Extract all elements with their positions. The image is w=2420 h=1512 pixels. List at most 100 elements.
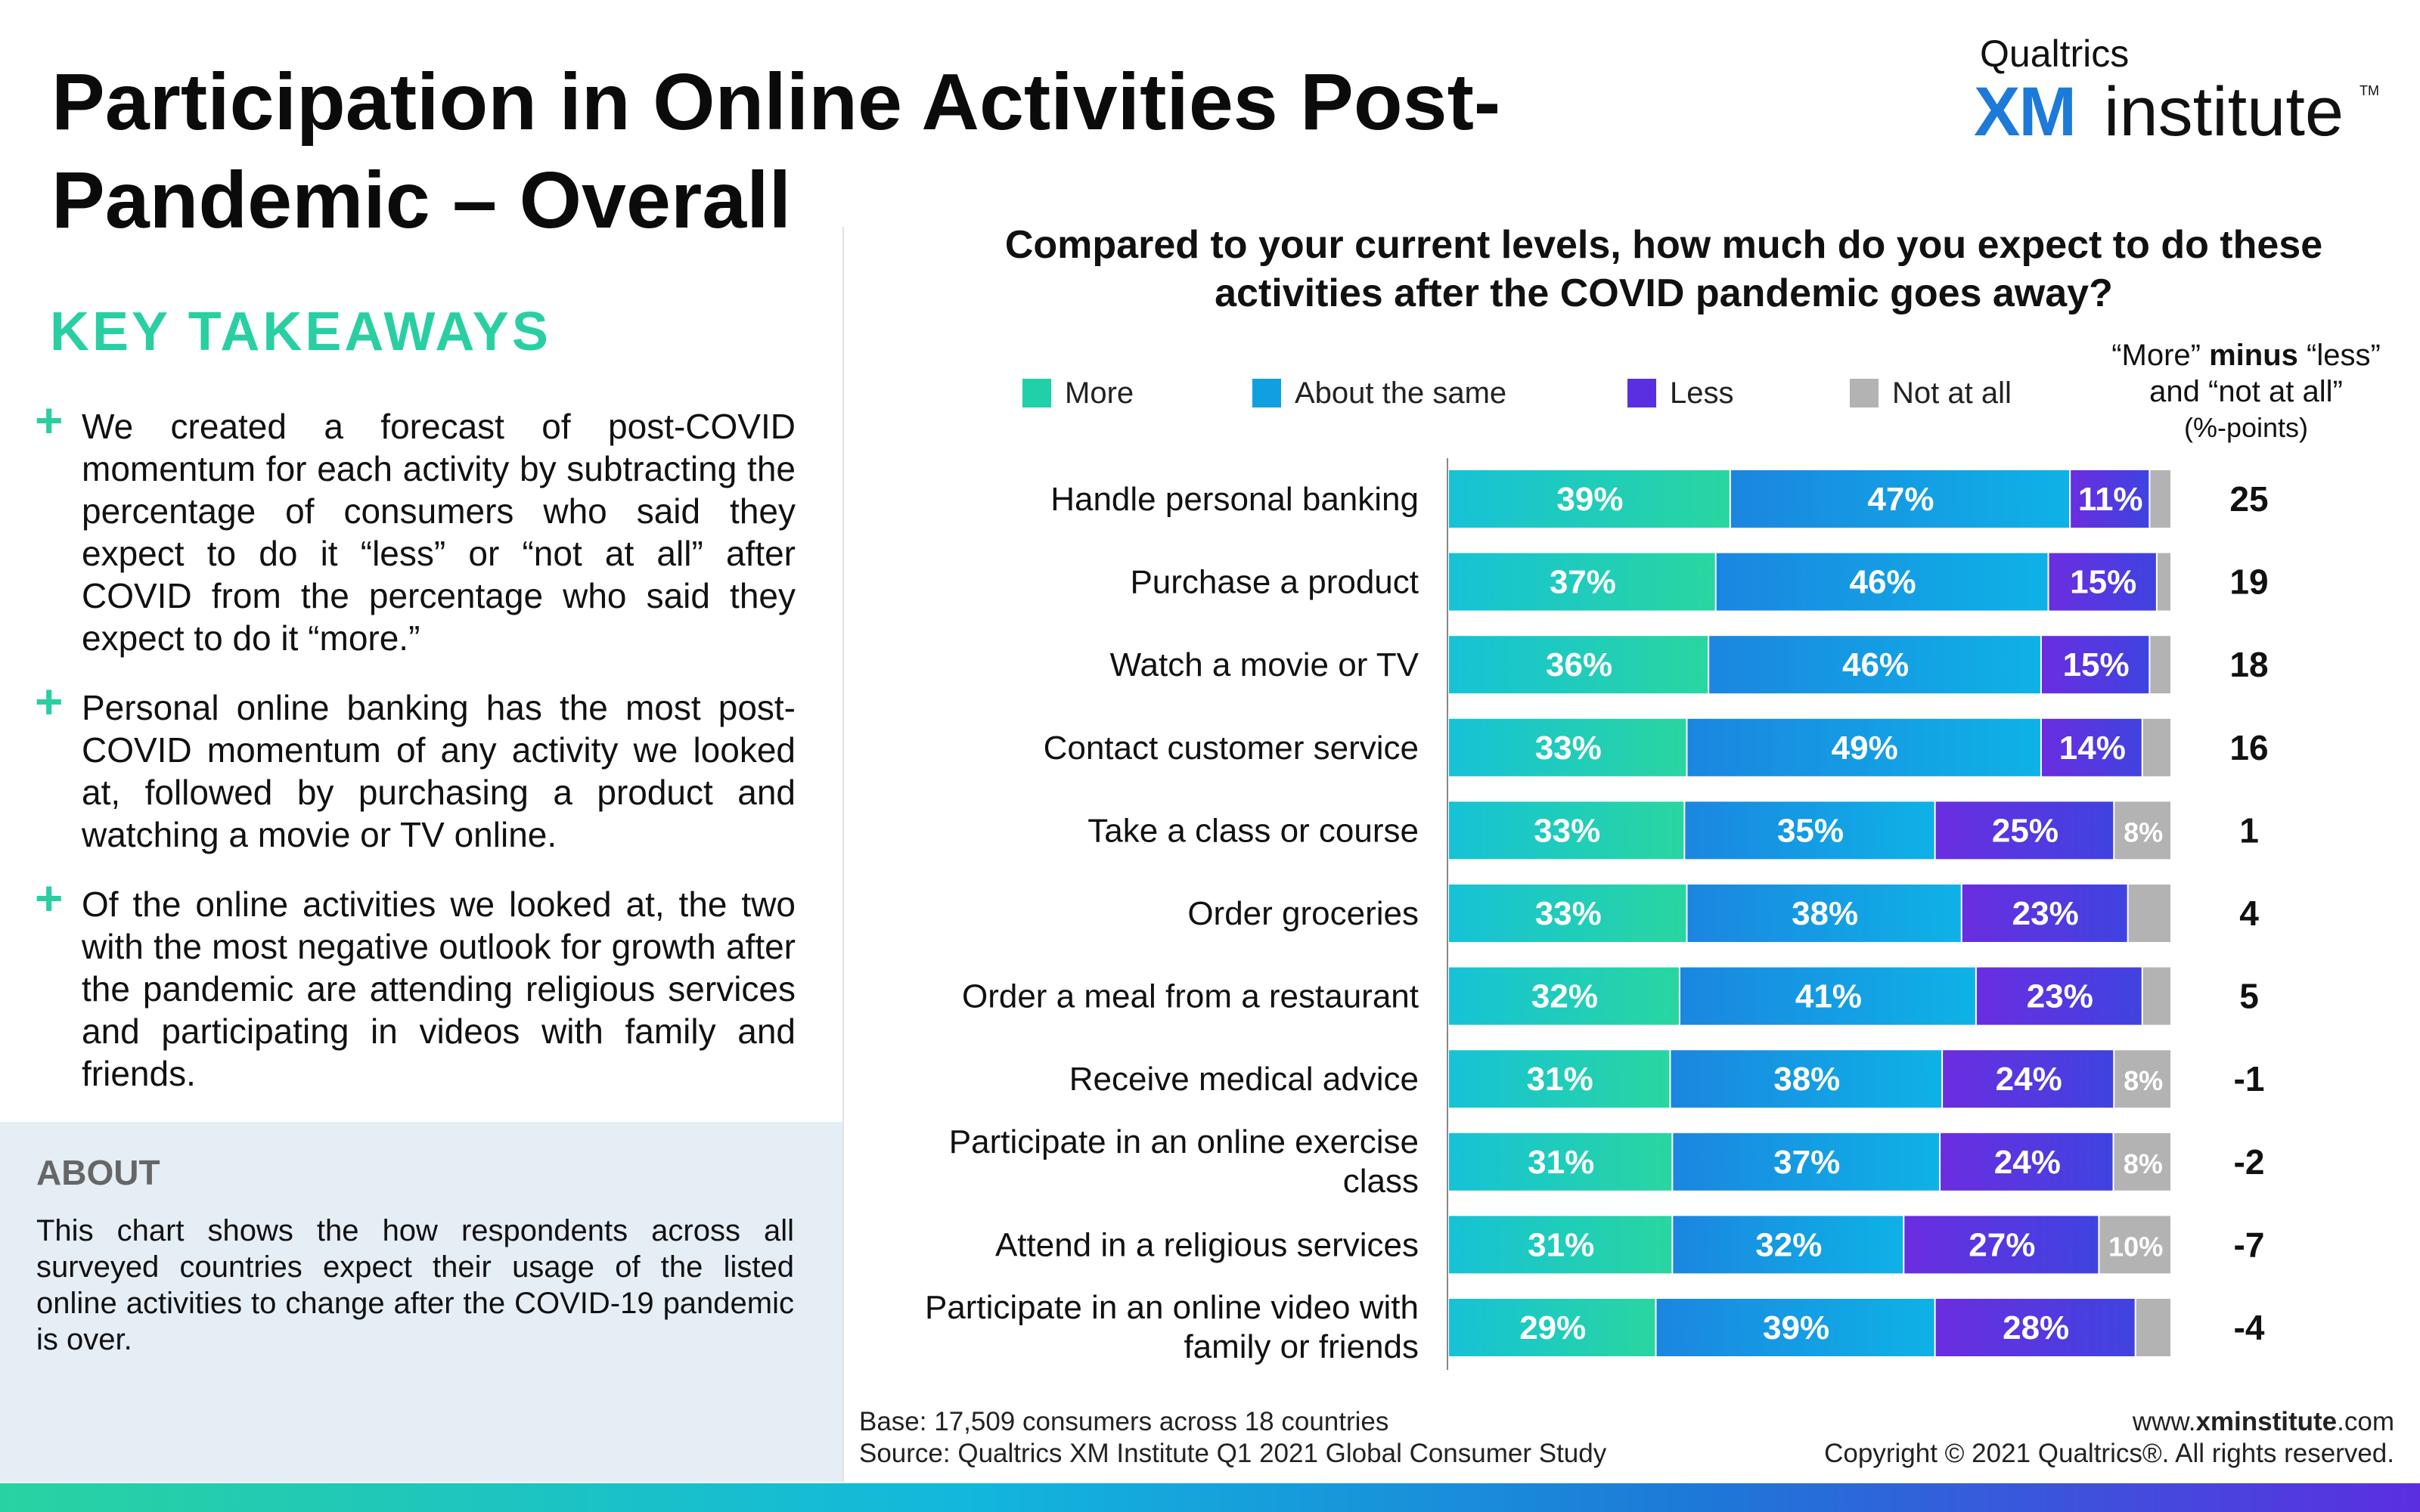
bar-segment	[1449, 967, 1679, 1025]
logo-xm-text: XM	[1974, 73, 2077, 150]
bar-segment	[2099, 1216, 2170, 1274]
data-label: 15%	[2063, 646, 2130, 683]
bar-segment	[1449, 801, 1684, 860]
data-label: 23%	[2012, 895, 2079, 932]
data-label: 31%	[1528, 1144, 1594, 1181]
legend-label-more: More	[1065, 376, 1134, 410]
legend-swatch-more	[1022, 379, 1051, 407]
legend-item-not-at-all: Not at all	[1850, 376, 2012, 410]
key-takeaways-heading: KEY TAKEAWAYS	[50, 302, 551, 362]
site-post: .com	[2337, 1407, 2394, 1436]
data-label: 35%	[1777, 812, 1844, 849]
data-label: 8%	[2124, 1065, 2163, 1096]
website-link[interactable]: www.xminstitute.com	[1824, 1406, 2394, 1438]
data-label: 15%	[2070, 564, 2136, 601]
difference-value: -4	[2234, 1308, 2265, 1347]
bar-segment	[2071, 470, 2149, 528]
bar-segment	[2142, 967, 2170, 1025]
bar-segment	[1673, 1132, 1940, 1191]
data-label: 8%	[2124, 1148, 2163, 1179]
data-label: 14%	[2059, 730, 2126, 767]
data-label: 39%	[1763, 1309, 1829, 1346]
bar-segment	[1449, 470, 1730, 528]
plus-icon: +	[35, 393, 64, 448]
difference-value: 18	[2229, 645, 2268, 684]
source-note: Source: Qualtrics XM Institute Q1 2021 G…	[859, 1439, 1607, 1468]
difference-value: 4	[2239, 894, 2259, 933]
bar-segment	[1687, 885, 1961, 942]
bar-segment	[2150, 470, 2170, 528]
logo-institute-text: institute	[2104, 73, 2344, 150]
data-label: 25%	[1992, 812, 2059, 849]
data-label: 23%	[2027, 978, 2093, 1015]
bar-segment	[1449, 636, 1708, 694]
data-label: 31%	[1527, 1061, 1593, 1098]
base-note: Base: 17,509 consumers across 18 countri…	[859, 1407, 1389, 1436]
bar-segment	[1449, 1216, 1672, 1274]
bottom-gradient-bar	[0, 1483, 2420, 1512]
logo-tm-text: TM	[2360, 83, 2379, 98]
takeaway-1: We created a forecast of post-COVID mome…	[82, 407, 796, 658]
data-label: 27%	[1969, 1226, 2035, 1263]
diff-header-bold: minus	[2209, 339, 2298, 372]
copyright-text: Copyright © 2021 Qualtrics®. All rights …	[1824, 1439, 2394, 1468]
legend-label-about-the-same: About the same	[1295, 376, 1507, 410]
about-heading: ABOUT	[36, 1153, 160, 1192]
category-label: Order groceries	[1187, 895, 1419, 932]
bar-segment	[1656, 1299, 1934, 1356]
diff-header-line2: and “not at all”	[2149, 375, 2343, 408]
data-label: 33%	[1535, 730, 1602, 767]
diff-header-line3: (%-points)	[2183, 412, 2309, 443]
bar-segment	[1935, 801, 2114, 860]
legend-item-more: More	[1022, 376, 1134, 410]
data-label: 38%	[1792, 895, 1858, 932]
data-label: 8%	[2124, 816, 2163, 847]
category-label: Participate in an online video with famil…	[925, 1289, 1419, 1365]
legend-label-not-at-all: Not at all	[1892, 376, 2012, 410]
bar-segment	[2114, 801, 2170, 860]
data-label: 24%	[1994, 1144, 2061, 1181]
data-label: 33%	[1534, 812, 1600, 849]
difference-value: 1	[2239, 810, 2259, 850]
legend-item-less: Less	[1627, 376, 1734, 410]
bar-segment	[1680, 967, 1975, 1025]
category-label: Participate in an online exercise class	[949, 1123, 1419, 1200]
bar-segment	[1709, 636, 2040, 694]
category-label: Contact customer service	[1044, 730, 1419, 767]
category-label: Attend in a religious services	[995, 1226, 1419, 1263]
data-label: 31%	[1528, 1226, 1594, 1263]
data-label: 41%	[1795, 978, 1862, 1015]
data-label: 39%	[1556, 481, 1623, 518]
data-label: 24%	[1996, 1061, 2062, 1098]
bar-segment	[1449, 1132, 1672, 1191]
legend-swatch-less	[1627, 379, 1656, 407]
data-label: 38%	[1773, 1061, 1840, 1098]
bar-segment	[1716, 553, 2048, 611]
data-label: 29%	[1519, 1309, 1586, 1346]
legend-swatch-not-at-all	[1850, 379, 1879, 407]
about-panel	[0, 1122, 842, 1482]
bar-segment	[1687, 718, 2040, 776]
data-label: 28%	[2003, 1309, 2069, 1346]
category-label: Order a meal from a restaurant	[962, 978, 1419, 1015]
legend-swatch-about-the-same	[1252, 379, 1281, 407]
difference-value: 5	[2239, 977, 2259, 1016]
difference-value: -1	[2234, 1059, 2265, 1098]
bar-segment	[1730, 470, 2070, 528]
plus-icon: +	[35, 674, 64, 729]
data-label: 32%	[1755, 1226, 1822, 1263]
bar-segment	[2041, 718, 2142, 776]
site-bold: xminstitute	[2195, 1407, 2338, 1436]
data-label: 10%	[2108, 1231, 2163, 1262]
data-label: 46%	[1850, 564, 1916, 601]
bar-segment	[2150, 636, 2170, 694]
category-label: Handle personal banking	[1050, 481, 1419, 518]
vertical-divider	[842, 227, 844, 1482]
data-label: 37%	[1550, 564, 1616, 601]
plus-icon: +	[35, 871, 64, 925]
diff-header-post: “less”	[2297, 339, 2381, 372]
takeaway-3: Of the online activities we looked at, t…	[82, 885, 796, 1093]
category-label: Purchase a product	[1130, 564, 1419, 601]
difference-value: -7	[2234, 1225, 2265, 1264]
bar-segment	[1673, 1216, 1903, 1274]
